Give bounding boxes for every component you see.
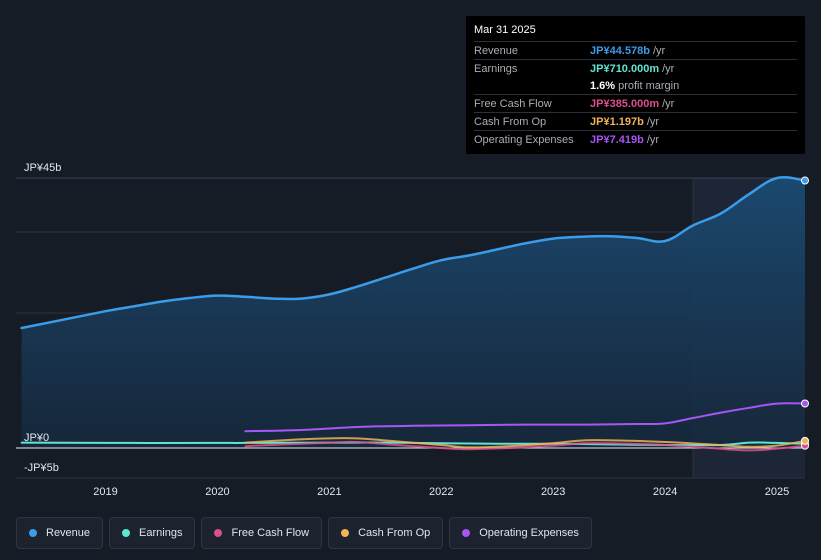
tooltip-row-value: JP¥385.000m	[590, 97, 660, 110]
legend-item-cash-from-op[interactable]: Cash From Op	[328, 517, 444, 549]
revenue-area	[21, 177, 805, 448]
x-tick-label: 2023	[541, 486, 565, 498]
legend-dot-icon	[462, 529, 471, 537]
tooltip-row: Earnings JP¥710.000m/yr	[474, 59, 797, 77]
y-axis-label: -JP¥5b	[24, 462, 59, 474]
tooltip-row: Revenue JP¥44.578b/yr	[474, 41, 797, 59]
legend: Revenue Earnings Free Cash Flow Cash From O…	[16, 517, 592, 549]
tooltip-row-label: Operating Expenses	[474, 133, 574, 146]
tooltip-row-unit: /yr	[662, 97, 675, 110]
x-tick-label: 2020	[205, 486, 229, 498]
tooltip-row-label: Cash From Op	[474, 115, 547, 128]
legend-dot-icon	[122, 529, 131, 537]
tooltip-row-unit: /yr	[652, 44, 666, 57]
x-tick-label: 2021	[317, 486, 341, 498]
legend-dot-icon	[214, 529, 223, 537]
legend-item-earnings[interactable]: Earnings	[109, 517, 196, 549]
legend-dot-icon	[341, 529, 350, 537]
tooltip-row-unit: /yr	[662, 62, 675, 75]
tooltip-row-value: 1.6%	[590, 79, 616, 92]
y-axis-label: JP¥45b	[24, 162, 61, 174]
legend-item-free-cash-flow[interactable]: Free Cash Flow	[201, 517, 323, 549]
legend-label: Free Cash Flow	[231, 527, 310, 539]
x-tick-label: 2025	[765, 486, 789, 498]
tooltip-row-label: Free Cash Flow	[474, 97, 552, 110]
legend-label: Cash From Op	[358, 527, 431, 539]
tooltip-row: Operating Expenses JP¥7.419b/yr	[474, 130, 797, 148]
revenue-endpoint	[801, 176, 809, 185]
legend-label: Earnings	[139, 527, 183, 539]
legend-dot-icon	[29, 529, 37, 537]
tooltip-row: Cash From Op JP¥1.197b/yr	[474, 112, 797, 130]
free-cash-flow-line	[244, 440, 806, 452]
tooltip: Mar 31 2025 Revenue JP¥44.578b/yr Earnings…	[466, 16, 805, 154]
legend-item-revenue[interactable]: Revenue	[16, 517, 104, 549]
legend-label: Revenue	[46, 527, 91, 539]
x-tick-label: 2019	[93, 486, 117, 498]
tooltip-row-value: JP¥710.000m	[590, 62, 660, 75]
tooltip-row-unit: /yr	[646, 115, 660, 128]
tooltip-row-label: Revenue	[474, 44, 519, 57]
tooltip-row: Free Cash Flow JP¥385.000m/yr	[474, 94, 797, 112]
cash-from-op-endpoint	[801, 436, 809, 445]
legend-label: Operating Expenses	[479, 527, 579, 539]
tooltip-row: 1.6% profit margin	[474, 77, 797, 94]
cash-from-op-line	[244, 437, 806, 449]
tooltip-date: Mar 31 2025	[474, 24, 536, 36]
chart: JP¥45b JP¥0 -JP¥5b 2019 2020 2021 2022 2023 2024…	[16, 162, 809, 498]
x-tick-label: 2022	[429, 486, 453, 498]
tooltip-row-unit: /yr	[646, 133, 660, 146]
revenue-line	[20, 176, 807, 330]
earnings-line	[20, 441, 806, 447]
tooltip-row-value: JP¥7.419b	[590, 133, 644, 146]
tooltip-row-value: JP¥1.197b	[590, 115, 644, 128]
x-tick-label: 2024	[653, 486, 677, 498]
tooltip-row-label: Earnings	[474, 62, 518, 75]
operating-expenses-line	[244, 402, 806, 433]
tooltip-row-unit: profit margin	[618, 79, 680, 92]
operating-expenses-endpoint	[801, 399, 809, 408]
y-axis-label: JP¥0	[24, 432, 49, 444]
legend-item-operating-expenses[interactable]: Operating Expenses	[449, 517, 592, 549]
tooltip-row-value: JP¥44.578b	[590, 44, 650, 57]
